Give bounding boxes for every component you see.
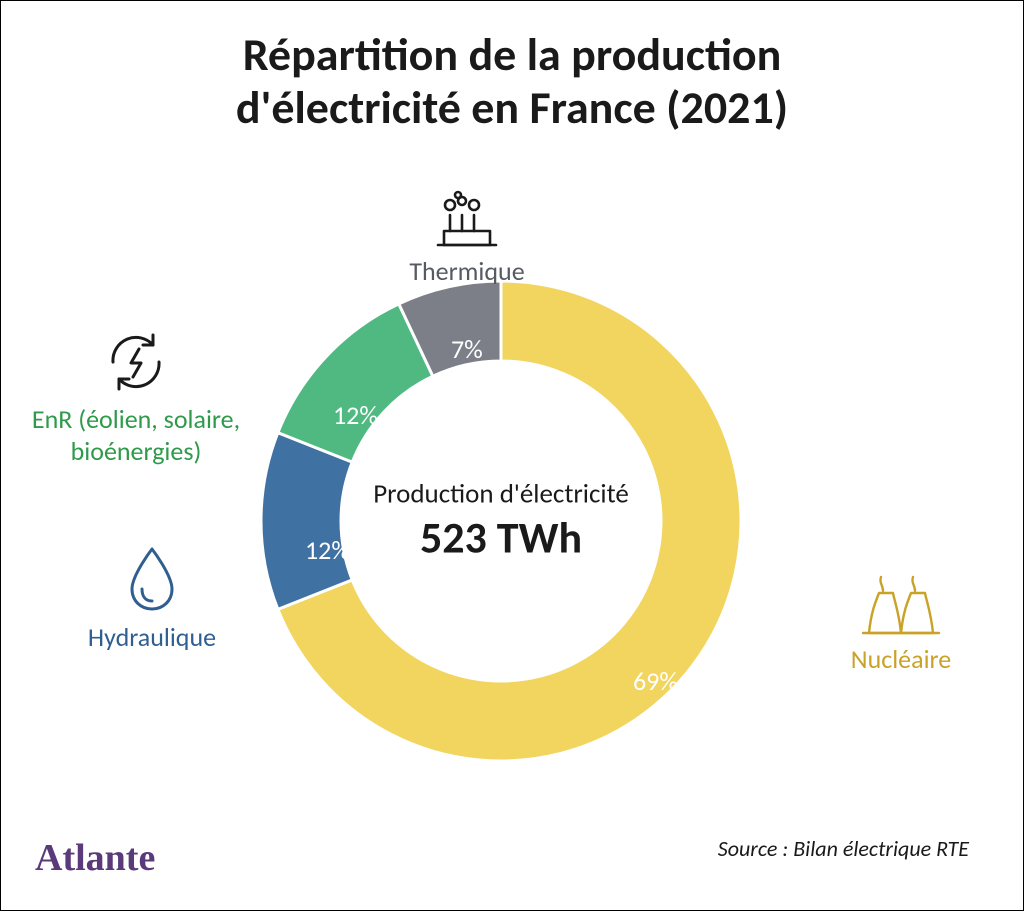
center-line-1: Production d'électricité <box>341 478 661 511</box>
title-line-1: Répartition de la production <box>1 29 1023 82</box>
ext-label-hydro: Hydraulique <box>57 545 247 653</box>
ext-label-renew: EnR (éolien, solaire, bioénergies) <box>11 327 261 467</box>
ext-label-nuclear: Nucléaire <box>811 569 991 675</box>
brand-logo: Atlante <box>35 836 155 880</box>
segment-pct-renew: 12% <box>333 399 378 431</box>
center-line-2: 523 TWh <box>341 511 661 565</box>
ext-label-thermal-text: Thermique <box>367 255 567 287</box>
center-label: Production d'électricité 523 TWh <box>341 478 661 565</box>
segment-pct-thermal: 7% <box>451 333 483 365</box>
ext-label-thermal: Thermique <box>367 187 567 287</box>
page-title: Répartition de la production d'électrici… <box>1 29 1023 135</box>
ext-label-hydro-text: Hydraulique <box>57 621 247 653</box>
nuclear-plant-icon <box>861 569 941 637</box>
ext-label-nuclear-text: Nucléaire <box>811 643 991 675</box>
water-drop-icon <box>124 545 180 615</box>
title-line-2: d'électricité en France (2021) <box>1 82 1023 135</box>
source-caption: Source : Bilan électrique RTE <box>718 835 969 862</box>
segment-pct-nuclear: 69% <box>633 665 678 697</box>
donut-chart: 69% 12% 12% 7% Production d'électricité … <box>261 281 741 761</box>
energy-cycle-icon <box>101 327 171 397</box>
ext-label-renew-text: EnR (éolien, solaire, bioénergies) <box>11 403 261 467</box>
thermal-plant-icon <box>428 187 506 249</box>
